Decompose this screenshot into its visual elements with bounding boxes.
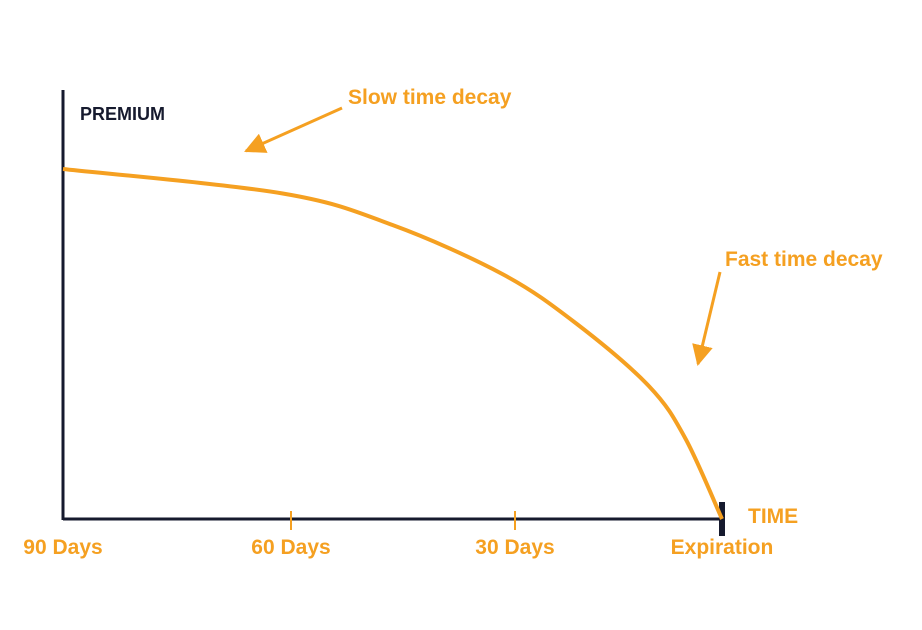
x-axis-label: TIME — [748, 505, 798, 528]
x-tick-label: 90 Days — [23, 536, 102, 559]
x-tick-label: 30 Days — [475, 536, 554, 559]
annotation-fast-decay: Fast time decay — [725, 248, 883, 271]
premium-decay-curve — [62, 167, 724, 520]
annotation-slow-decay-arrow — [244, 106, 343, 153]
annotation-slow-decay: Slow time decay — [348, 86, 512, 109]
x-tick-label: Expiration — [671, 536, 774, 559]
y-axis-label: PREMIUM — [80, 104, 165, 124]
x-tick-label: 60 Days — [251, 536, 330, 559]
annotation-fast-decay-arrow — [692, 271, 722, 367]
